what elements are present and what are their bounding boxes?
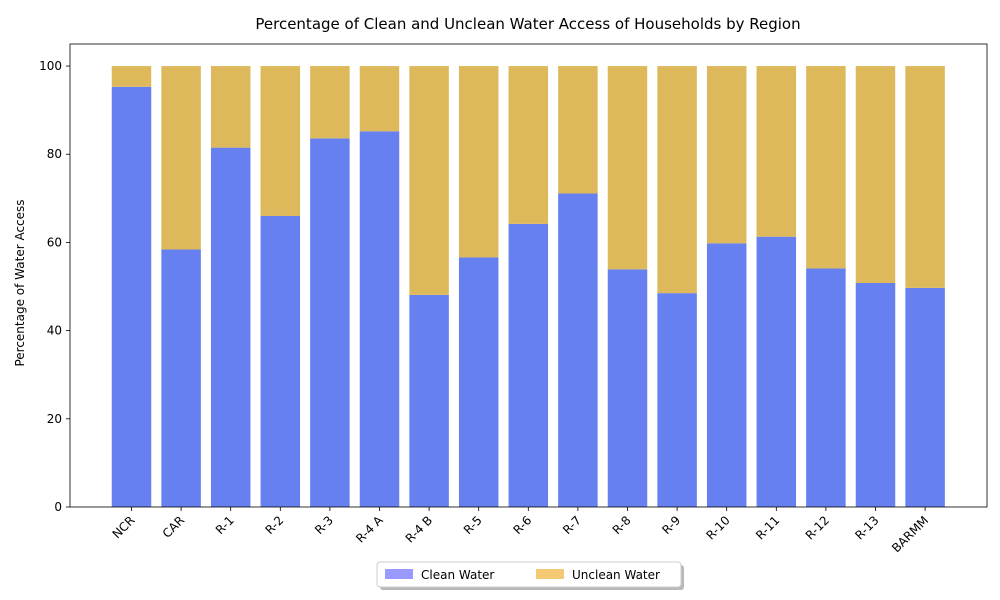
- bar-unclean-r-1: [210, 66, 251, 148]
- x-tick-label: R-6: [511, 513, 535, 537]
- x-tick-label: R-13: [852, 513, 881, 542]
- bars-layer: [111, 66, 945, 508]
- bar-unclean-r-5: [458, 66, 499, 258]
- bar-unclean-barmm: [905, 66, 945, 288]
- legend-swatch-unclean: [536, 569, 564, 579]
- y-tick-label: 20: [47, 412, 62, 426]
- x-tick-label: R-12: [803, 513, 832, 542]
- bar-unclean-r-4-a: [359, 66, 400, 132]
- bar-unclean-ncr: [111, 66, 152, 87]
- y-axis-label: Percentage of Water Access: [13, 199, 27, 366]
- x-tick-label: CAR: [160, 513, 188, 541]
- x-tick-label: R-4 B: [403, 513, 435, 545]
- x-tick-label: R-5: [461, 513, 485, 537]
- bar-unclean-r-12: [806, 66, 846, 269]
- y-tick-label: 60: [47, 235, 62, 249]
- bar-clean-r-8: [607, 269, 648, 507]
- x-tick-label: R-1: [213, 513, 237, 537]
- bar-unclean-r-6: [508, 66, 549, 224]
- bar-unclean-r-3: [310, 66, 350, 139]
- y-tick-label: 40: [47, 324, 62, 338]
- x-tick-label: R-9: [659, 513, 683, 537]
- y-tick-label: 100: [39, 59, 62, 73]
- x-tick-label: R-11: [753, 513, 782, 542]
- legend-label-unclean: Unclean Water: [572, 568, 660, 582]
- bar-unclean-r-8: [607, 66, 648, 270]
- bar-clean-r-4-a: [359, 131, 400, 507]
- bar-clean-r-3: [310, 138, 350, 508]
- bar-clean-r-5: [458, 257, 499, 507]
- bar-clean-r-13: [855, 283, 896, 507]
- bar-unclean-r-2: [260, 66, 301, 216]
- legend-swatch-clean: [385, 569, 413, 579]
- legend-label-clean: Clean Water: [421, 568, 494, 582]
- bar-clean-r-1: [210, 147, 251, 507]
- x-tick-label: NCR: [110, 513, 138, 541]
- x-tick-label: R-10: [704, 513, 733, 542]
- legend: Clean Water Unclean Water: [376, 561, 684, 590]
- bar-clean-r-7: [558, 193, 598, 508]
- bar-unclean-r-11: [756, 66, 797, 237]
- bar-unclean-r-10: [706, 66, 747, 244]
- bar-clean-r-11: [756, 236, 797, 507]
- bar-clean-barmm: [905, 287, 945, 507]
- bar-clean-car: [161, 249, 201, 508]
- bar-unclean-r-9: [657, 66, 697, 294]
- chart-title: Percentage of Clean and Unclean Water Ac…: [255, 15, 800, 33]
- x-tick-label: R-7: [560, 513, 584, 537]
- bar-clean-ncr: [111, 86, 152, 508]
- y-tick-label: 0: [54, 500, 62, 514]
- bar-unclean-r-7: [558, 66, 598, 194]
- legend-box: [376, 561, 682, 588]
- bar-clean-r-2: [260, 215, 301, 507]
- x-tick-label: R-8: [610, 513, 634, 537]
- bar-clean-r-4-b: [409, 294, 449, 507]
- bar-clean-r-10: [706, 243, 747, 507]
- bar-unclean-car: [161, 66, 201, 250]
- bar-unclean-r-13: [855, 66, 896, 283]
- x-tick-label: R-4 A: [353, 513, 386, 546]
- x-tick-label: R-3: [312, 513, 336, 537]
- bar-clean-r-12: [806, 268, 846, 507]
- x-tick-label: R-2: [263, 513, 287, 537]
- bar-clean-r-6: [508, 223, 549, 507]
- bar-clean-r-9: [657, 293, 697, 507]
- bar-unclean-r-4-b: [409, 66, 449, 295]
- y-tick-label: 80: [47, 147, 62, 161]
- x-tick-label: BARMM: [889, 513, 931, 555]
